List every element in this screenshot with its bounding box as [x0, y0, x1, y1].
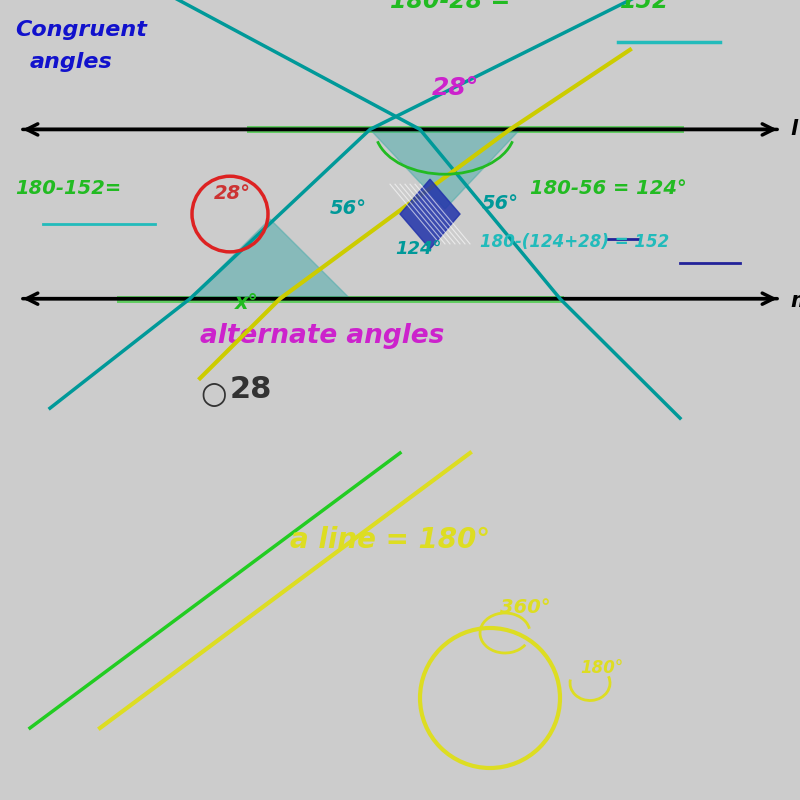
Text: 28°: 28°: [431, 75, 478, 99]
Text: 180-56 = 124°: 180-56 = 124°: [530, 179, 686, 198]
Text: 56°: 56°: [330, 199, 366, 218]
Text: 180-(124+28) = 152: 180-(124+28) = 152: [480, 233, 670, 251]
Text: 180°: 180°: [580, 659, 623, 677]
Text: angles: angles: [30, 52, 113, 72]
Text: a line = 180°: a line = 180°: [290, 526, 490, 554]
Polygon shape: [370, 130, 520, 209]
Text: Congruent: Congruent: [15, 20, 147, 40]
Text: 180-152=: 180-152=: [15, 179, 122, 198]
Text: m: m: [790, 290, 800, 310]
Text: 180-28 =: 180-28 =: [390, 0, 518, 13]
Text: l: l: [790, 119, 797, 139]
Text: 360°: 360°: [500, 598, 550, 617]
Text: x°: x°: [235, 293, 259, 313]
Text: ○: ○: [200, 380, 226, 410]
Text: 152: 152: [620, 0, 670, 13]
Text: 28°: 28°: [214, 184, 251, 203]
Text: alternate angles: alternate angles: [200, 323, 444, 350]
Text: 56°: 56°: [482, 194, 518, 213]
Text: 124°: 124°: [394, 240, 442, 258]
Text: 28: 28: [230, 375, 272, 404]
Polygon shape: [190, 219, 350, 298]
Polygon shape: [400, 179, 460, 249]
